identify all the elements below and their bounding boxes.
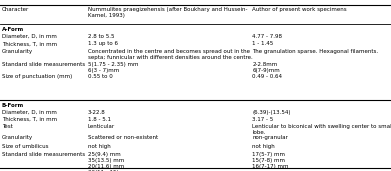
Text: 1 - 1.45: 1 - 1.45 <box>252 41 273 46</box>
Text: Lenticular: Lenticular <box>88 124 115 129</box>
Text: Granularity: Granularity <box>2 135 33 140</box>
Text: 17(5-7) mm
15(7-8) mm
16(7-17) mm: 17(5-7) mm 15(7-8) mm 16(7-17) mm <box>252 152 289 169</box>
Text: Size of punctuation (mm): Size of punctuation (mm) <box>2 74 72 79</box>
Text: Standard slide measurements: Standard slide measurements <box>2 62 85 67</box>
Text: Concentrated in the centre and becomes spread out in the
septa; funnicular with : Concentrated in the centre and becomes s… <box>88 49 253 60</box>
Text: 0.55 to 0: 0.55 to 0 <box>88 74 113 79</box>
Text: 4.77 - 7.98: 4.77 - 7.98 <box>252 34 282 39</box>
Text: Diameter, D, in mm: Diameter, D, in mm <box>2 110 57 115</box>
Text: not high: not high <box>88 144 111 149</box>
Text: Thickness, T, in mm: Thickness, T, in mm <box>2 117 57 122</box>
Text: 3-22.8: 3-22.8 <box>88 110 106 115</box>
Text: 2-2.8mm
6(7-9)mm: 2-2.8mm 6(7-9)mm <box>252 62 280 73</box>
Text: Size of umbilicus: Size of umbilicus <box>2 144 48 149</box>
Text: Lenticular to biconical with swelling center to small
lobe.: Lenticular to biconical with swelling ce… <box>252 124 391 135</box>
Text: 2.8 to 5.5: 2.8 to 5.5 <box>88 34 115 39</box>
Text: Diameter, D, in mm: Diameter, D, in mm <box>2 34 57 39</box>
Text: Thickness, T, in mm: Thickness, T, in mm <box>2 41 57 46</box>
Text: Author of present work specimens: Author of present work specimens <box>252 7 347 12</box>
Text: Standard slide measurements: Standard slide measurements <box>2 152 85 157</box>
Text: The granulation sparse. Hexagonal filaments.: The granulation sparse. Hexagonal filame… <box>252 49 378 54</box>
Text: Test: Test <box>2 124 13 129</box>
Text: 25(9.4) mm
35(13.5) mm
20(11.6) mm
30(11 - 15)mm: 25(9.4) mm 35(13.5) mm 20(11.6) mm 30(11… <box>88 152 130 171</box>
Text: Nummulites praegizehensis (after Boukhary and Hussein-
Kamel, 1993): Nummulites praegizehensis (after Boukhar… <box>88 7 248 18</box>
Text: 1.3 up to 6: 1.3 up to 6 <box>88 41 118 46</box>
Text: Character: Character <box>2 7 29 12</box>
Text: not high: not high <box>252 144 275 149</box>
Text: non-granular: non-granular <box>252 135 288 140</box>
Text: 3.17 - 5: 3.17 - 5 <box>252 117 273 122</box>
Text: Scattered or non-existent: Scattered or non-existent <box>88 135 158 140</box>
Text: 0.49 - 0.64: 0.49 - 0.64 <box>252 74 282 79</box>
Text: 5(1.75 - 2.35) mm
6(3 - 7)mm: 5(1.75 - 2.35) mm 6(3 - 7)mm <box>88 62 138 73</box>
Text: B-Form: B-Form <box>2 103 24 108</box>
Text: 1.8 - 5.1: 1.8 - 5.1 <box>88 117 111 122</box>
Text: (6.39)-(13.54): (6.39)-(13.54) <box>252 110 291 115</box>
Text: A-Form: A-Form <box>2 27 24 31</box>
Text: Granularity: Granularity <box>2 49 33 54</box>
